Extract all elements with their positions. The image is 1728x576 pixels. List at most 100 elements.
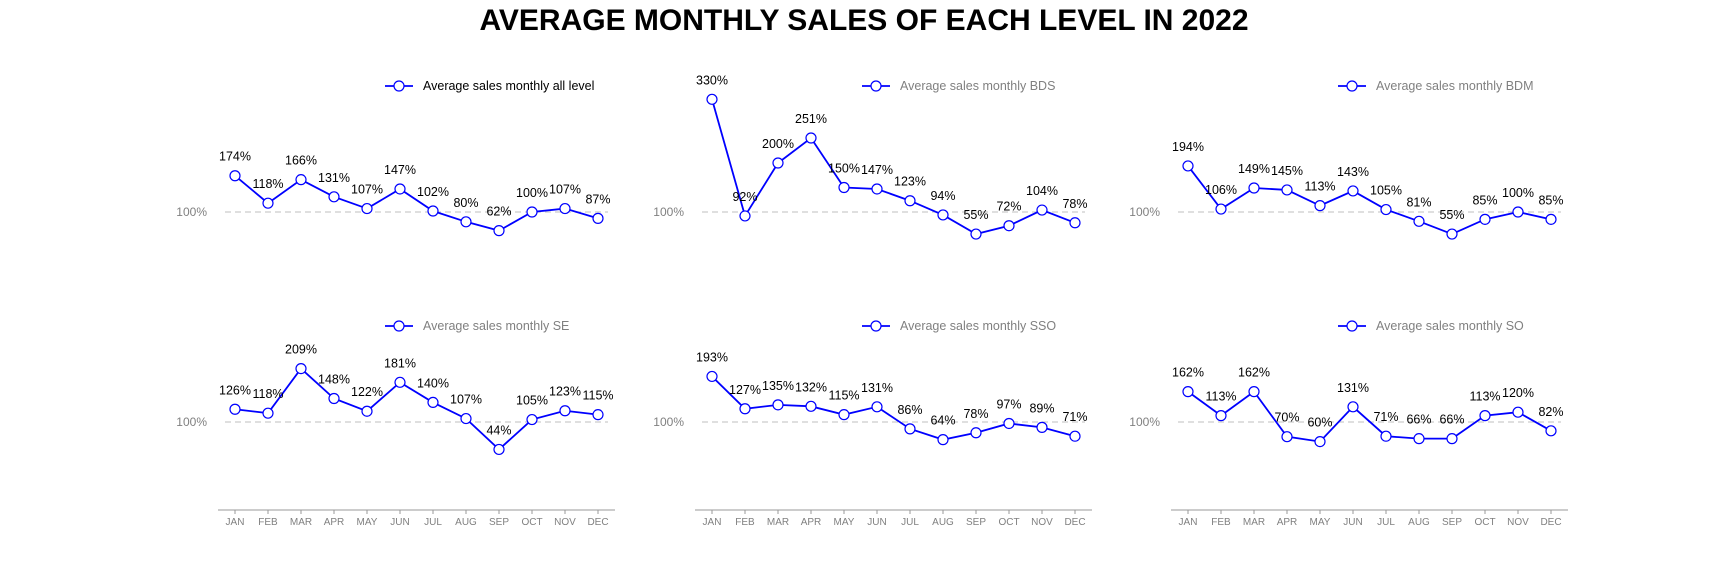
chart-4-point-sep [493,443,505,456]
chart-1-point-oct [526,206,538,218]
chart-6-data-label-may: 60% [1307,416,1332,430]
chart-4-point-jul [427,396,439,408]
chart-3-point-mar [1248,182,1260,194]
chart-6-x-tick-label-aug: AUG [1408,517,1430,528]
chart-5-point-feb [739,403,751,415]
chart-5-data-label-feb: 127% [729,383,761,397]
chart-4-data-label-oct: 105% [516,394,548,408]
chart-6-data-label-apr: 70% [1274,411,1299,425]
chart-2-data-label-aug: 94% [930,189,955,203]
chart-4-data-label-mar: 209% [285,343,317,357]
chart-3-point-nov [1512,206,1524,218]
chart-5-legend-label: Average sales monthly SSO [900,319,1056,333]
chart-2-data-label-sep: 55% [963,208,988,222]
chart-3-data-label-feb: 106% [1205,183,1237,197]
chart-1-data-label-may: 107% [351,183,383,197]
chart-1-point-jul [427,205,439,217]
chart-5-data-label-jan: 193% [696,350,728,364]
chart-6-x-tick-label-apr: APR [1277,517,1298,528]
chart-3-data-label-jul: 105% [1370,184,1402,198]
chart-6-data-label-jan: 162% [1172,366,1204,380]
chart-2-data-label-jul: 123% [894,175,926,189]
chart-1-data-label-aug: 80% [453,196,478,210]
chart-1-point-nov [559,202,571,215]
chart-6-point-may [1314,436,1326,448]
chart-1-data-label-sep: 62% [486,205,511,219]
chart-5-data-label-aug: 64% [930,414,955,428]
chart-3-point-jul [1380,203,1392,216]
chart-4-data-label-feb: 118% [252,387,283,401]
chart-3-data-label-oct: 85% [1472,193,1497,207]
chart-1-data-label-nov: 107% [549,183,581,197]
chart-1-data-label-dec: 87% [585,192,610,206]
chart-3-data-label-jun: 143% [1337,165,1369,179]
chart-4-x-tick-label-aug: AUG [455,517,477,528]
chart-4-point-nov [559,405,571,417]
chart-5-x-tick-label-feb: FEB [735,517,755,528]
chart-title: AVERAGE MONTHLY SALES OF EACH LEVEL IN 2… [479,4,1249,37]
chart-4-data-label-jul: 140% [417,376,449,390]
chart-5-x-tick-label-dec: DEC [1064,517,1085,528]
chart-5-reference-label: 100% [653,415,684,429]
chart-4-x-tick-label-mar: MAR [290,517,312,528]
chart-3-point-feb [1215,203,1227,215]
chart-3-data-label-dec: 85% [1538,193,1563,207]
chart-6-point-jul [1380,430,1392,442]
chart-3-data-label-nov: 100% [1502,186,1534,200]
chart-5-point-jun [871,401,883,413]
chart-1-point-jan [229,170,241,182]
chart-6-data-label-jul: 71% [1373,410,1398,424]
chart-5-point-apr [805,400,817,412]
chart-1-point-may [361,202,373,215]
chart-5-point-dec [1069,430,1081,442]
chart-4-x-tick-label-sep: SEP [489,517,509,528]
chart-4-point-apr [328,392,340,405]
chart-2-legend-label: Average sales monthly BDS [900,79,1055,93]
chart-1-data-label-jun: 147% [384,163,416,177]
chart-4-point-jun [394,376,406,388]
chart-3-point-may [1314,200,1326,212]
chart-6-x-tick-label-jul: JUL [1377,517,1395,528]
chart-5-data-label-oct: 97% [996,397,1021,411]
chart-2-data-label-mar: 200% [762,137,794,151]
chart-2-data-label-jun: 147% [861,163,893,177]
chart-1-data-label-jul: 102% [417,185,449,199]
chart-3-legend-label: Average sales monthly BDM [1376,79,1533,93]
chart-6-data-label-dec: 82% [1538,405,1563,419]
chart-6-x-tick-label-sep: SEP [1442,517,1462,528]
chart-2-point-feb [739,210,751,222]
chart-1-data-label-apr: 131% [318,171,350,185]
chart-6-x-tick-label-nov: NOV [1507,517,1529,528]
chart-6-point-feb [1215,410,1227,422]
chart-6-legend-marker [1346,320,1358,332]
chart-4-series-line [234,367,599,451]
chart-4-data-label-nov: 123% [549,385,581,399]
chart-2-point-jul [904,195,916,207]
chart-3-point-dec [1545,213,1557,225]
chart-2-legend-marker [870,80,882,92]
chart-2-reference-label: 100% [653,205,684,219]
chart-4-x-tick-label-oct: OCT [521,517,542,528]
chart-5-x-tick-label-may: MAY [834,517,855,528]
chart-2-point-may [838,181,850,194]
chart-4-point-mar [295,362,307,375]
chart-4-reference-label: 100% [176,415,207,429]
chart-6-data-label-sep: 66% [1439,413,1464,427]
chart-4-point-oct [526,413,538,426]
chart-4-data-label-may: 122% [351,385,383,399]
chart-6-point-aug [1413,433,1425,445]
chart-2-point-aug [937,209,949,221]
chart-4-point-feb [262,407,274,419]
chart-6-x-tick-label-feb: FEB [1211,517,1231,528]
chart-5-data-label-nov: 89% [1029,401,1054,415]
chart-6-x-tick-label-jun: JUN [1343,517,1362,528]
chart-1-point-mar [295,174,307,186]
chart-1-data-label-oct: 100% [516,186,548,200]
chart-4-data-label-apr: 148% [318,372,350,386]
chart-5-point-sep [970,427,982,439]
chart-4-point-aug [460,412,472,425]
chart-5-x-tick-label-nov: NOV [1031,517,1053,528]
chart-4-data-label-jun: 181% [384,356,416,370]
chart-5-data-label-may: 115% [828,389,859,403]
chart-6-data-label-jun: 131% [1337,381,1369,395]
